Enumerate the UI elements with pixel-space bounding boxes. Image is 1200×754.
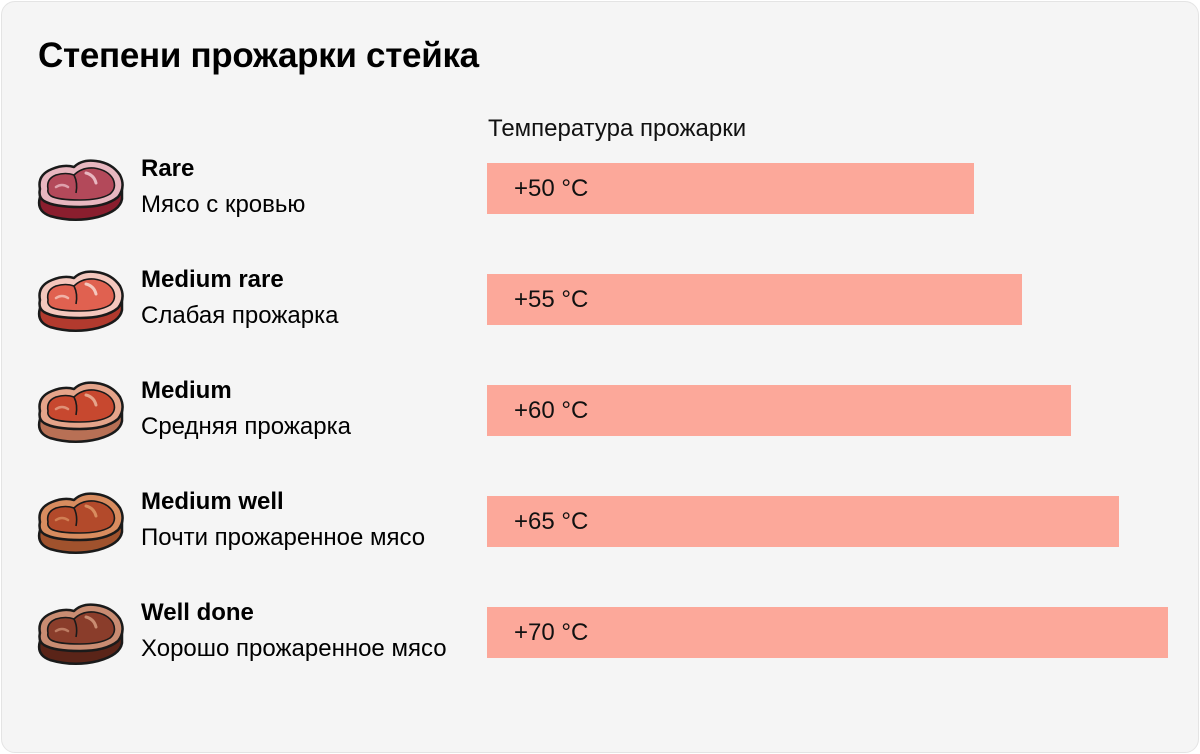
doneness-row: Medium rare Слабая прожарка +55 °C bbox=[2, 266, 1198, 368]
medium-rare-steak-icon bbox=[37, 270, 124, 332]
doneness-description: Мясо с кровью bbox=[141, 191, 306, 218]
doneness-description: Средняя прожарка bbox=[141, 413, 351, 440]
doneness-name: Medium bbox=[141, 377, 232, 404]
doneness-name: Medium well bbox=[141, 488, 284, 515]
temperature-label: +70 °C bbox=[514, 619, 589, 646]
temperature-label: +60 °C bbox=[514, 397, 589, 424]
doneness-name: Medium rare bbox=[141, 266, 284, 293]
temperature-bar: +70 °C bbox=[487, 607, 1168, 658]
rare-steak-icon bbox=[37, 159, 124, 221]
temperature-bar: +60 °C bbox=[487, 385, 1071, 436]
chart-title: Степени прожарки стейка bbox=[38, 36, 479, 75]
temperature-bar: +50 °C bbox=[487, 163, 974, 214]
medium-steak-icon bbox=[37, 381, 124, 443]
doneness-description: Почти прожаренное мясо bbox=[141, 524, 426, 551]
column-label: Температура прожарки bbox=[488, 115, 747, 142]
doneness-name: Rare bbox=[141, 155, 195, 182]
medium-well-steak-icon bbox=[37, 492, 124, 554]
temperature-bar: +65 °C bbox=[487, 496, 1119, 547]
doneness-description: Слабая прожарка bbox=[141, 302, 339, 329]
doneness-row: Well done Хорошо прожаренное мясо +70 °C bbox=[2, 599, 1198, 701]
temperature-label: +65 °C bbox=[514, 508, 589, 535]
well-done-steak-icon bbox=[37, 603, 124, 665]
doneness-row: Medium well Почти прожаренное мясо +65 °C bbox=[2, 488, 1198, 590]
doneness-row: Medium Средняя прожарка +60 °C bbox=[2, 377, 1198, 479]
temperature-label: +55 °C bbox=[514, 286, 589, 313]
doneness-name: Well done bbox=[141, 599, 254, 626]
doneness-row: Rare Мясо с кровью +50 °C bbox=[2, 155, 1198, 257]
temperature-label: +50 °C bbox=[514, 175, 589, 202]
temperature-bar: +55 °C bbox=[487, 274, 1022, 325]
doneness-description: Хорошо прожаренное мясо bbox=[141, 635, 447, 662]
